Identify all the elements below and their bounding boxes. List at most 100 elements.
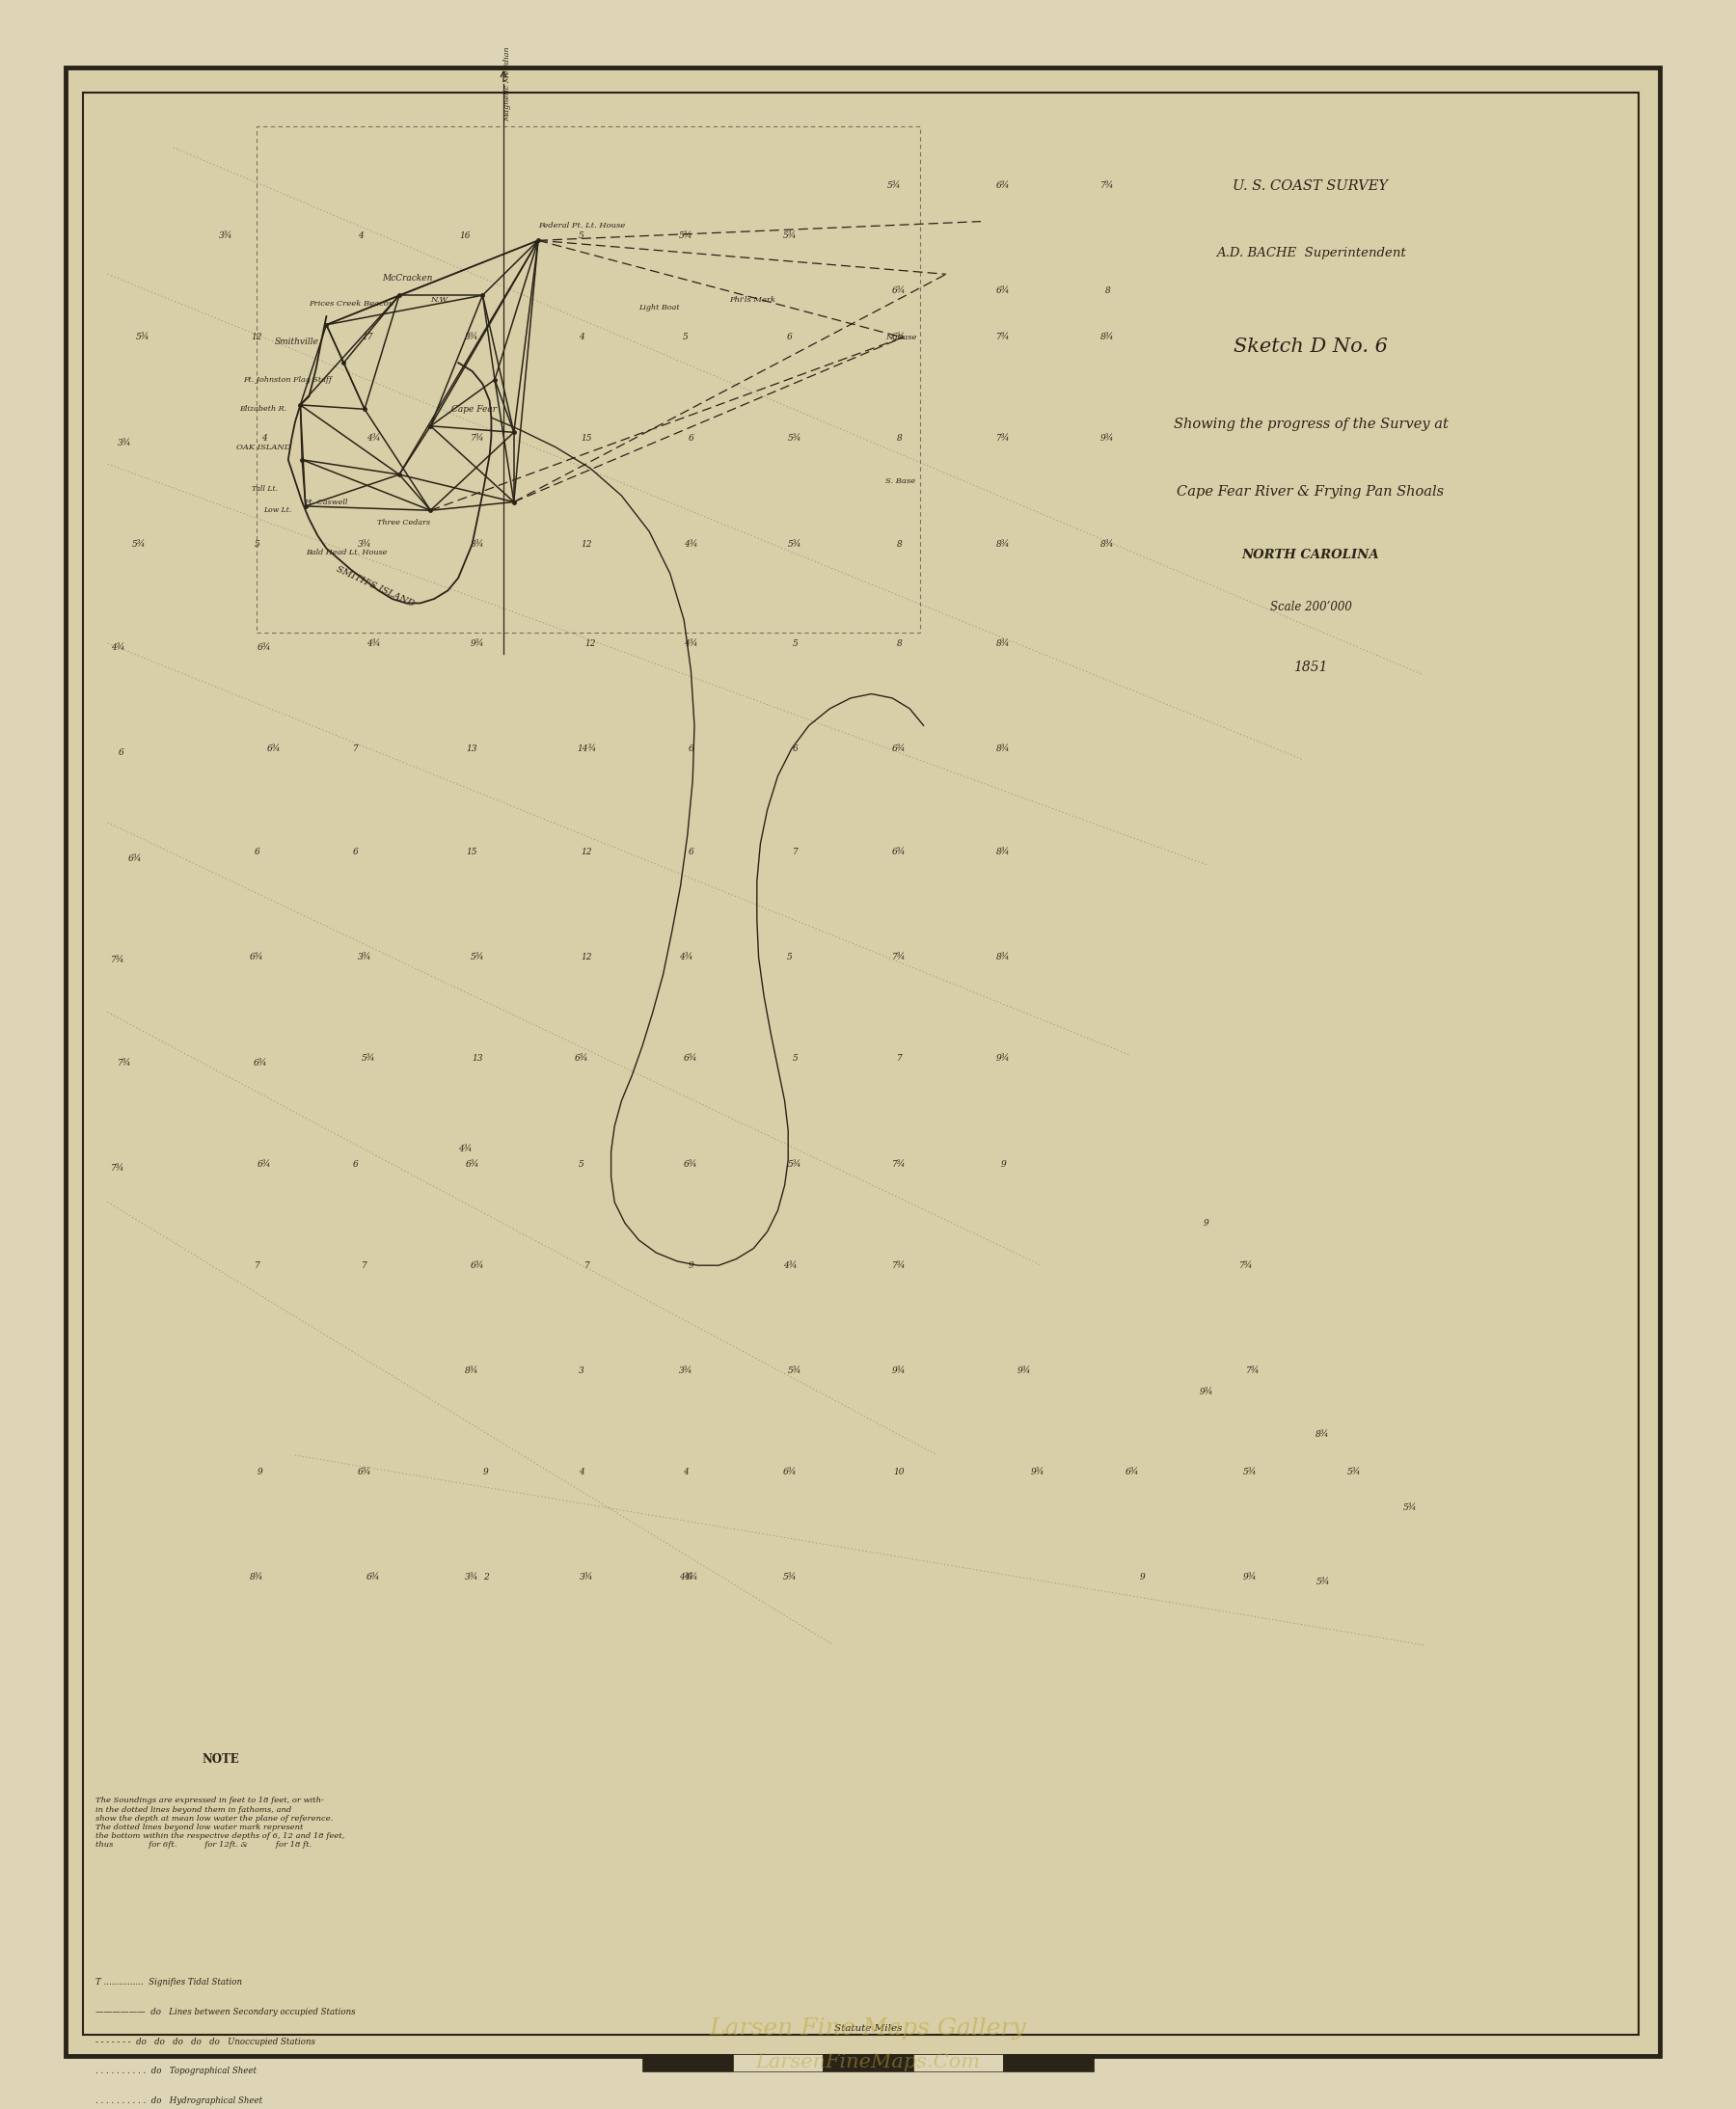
- Text: 17: 17: [363, 333, 373, 342]
- Text: 1851: 1851: [1293, 660, 1328, 673]
- Text: 8¾: 8¾: [1101, 540, 1115, 548]
- Text: 7: 7: [253, 1261, 260, 1270]
- Text: Sketch D No. 6: Sketch D No. 6: [1234, 337, 1387, 356]
- Text: 7: 7: [583, 1261, 590, 1270]
- Text: Three Cedars: Three Cedars: [377, 519, 431, 527]
- Text: 6: 6: [352, 848, 359, 856]
- Text: S. Base: S. Base: [885, 477, 915, 485]
- Text: Light Boat: Light Boat: [639, 304, 681, 312]
- Text: 4¾: 4¾: [684, 1573, 698, 1582]
- Text: 5: 5: [578, 1160, 585, 1168]
- Text: Statute Miles: Statute Miles: [833, 2025, 903, 2033]
- Text: 5¾: 5¾: [788, 1160, 802, 1168]
- Text: 6: 6: [687, 744, 694, 753]
- Text: 9: 9: [1139, 1573, 1146, 1582]
- Text: 5¾: 5¾: [361, 1054, 375, 1063]
- Text: 6¾: 6¾: [128, 854, 142, 863]
- Text: 7: 7: [352, 744, 359, 753]
- Text: 5¾: 5¾: [783, 232, 797, 240]
- Bar: [1003, 2054, 1094, 2071]
- Text: 5¾: 5¾: [783, 1573, 797, 1582]
- Text: NORTH CAROLINA: NORTH CAROLINA: [1241, 548, 1380, 561]
- Text: Federal Pt. Lt. House: Federal Pt. Lt. House: [538, 221, 625, 230]
- Text: 15: 15: [582, 434, 592, 443]
- Text: Cape Fear River & Frying Pan Shoals: Cape Fear River & Frying Pan Shoals: [1177, 485, 1444, 498]
- Text: 6¾: 6¾: [996, 287, 1010, 295]
- Text: 7¾: 7¾: [892, 953, 906, 962]
- Text: 6¾: 6¾: [783, 1468, 797, 1476]
- Text: 3¾: 3¾: [358, 953, 372, 962]
- Text: 4¾: 4¾: [458, 1145, 472, 1154]
- Text: Bald Head Lt. House: Bald Head Lt. House: [306, 548, 387, 557]
- Text: 5: 5: [578, 232, 585, 240]
- Text: 6¾: 6¾: [366, 1573, 380, 1582]
- Text: 8¾: 8¾: [250, 1573, 264, 1582]
- Text: 9¾: 9¾: [1101, 434, 1115, 443]
- Text: 6¾: 6¾: [465, 1160, 479, 1168]
- Text: 5¾: 5¾: [1403, 1504, 1417, 1512]
- Text: 5¾: 5¾: [887, 181, 901, 190]
- Text: Larsen Fine Maps Gallery: Larsen Fine Maps Gallery: [710, 2018, 1026, 2039]
- Text: 9: 9: [1203, 1219, 1210, 1227]
- Text: 4: 4: [578, 1468, 585, 1476]
- Text: 5¾: 5¾: [788, 540, 802, 548]
- Text: 3¾: 3¾: [679, 1367, 693, 1375]
- Text: 9¾: 9¾: [1243, 1573, 1257, 1582]
- Text: 5: 5: [786, 953, 793, 962]
- Text: SMITH'S ISLAND: SMITH'S ISLAND: [335, 565, 417, 607]
- Text: 12: 12: [585, 639, 595, 647]
- Text: 6¾: 6¾: [892, 848, 906, 856]
- Text: 6¾: 6¾: [267, 744, 281, 753]
- Text: 8: 8: [896, 639, 903, 647]
- Text: 4¾: 4¾: [783, 1261, 797, 1270]
- Text: 7¾: 7¾: [1101, 181, 1115, 190]
- Text: 9: 9: [257, 1468, 264, 1476]
- Bar: [83, 93, 1639, 2035]
- Text: 7¾: 7¾: [892, 1261, 906, 1270]
- Text: Showing the progress of the Survey at: Showing the progress of the Survey at: [1174, 418, 1448, 430]
- Text: T ...............  Signifies Tidal Station: T ............... Signifies Tidal Statio…: [95, 1978, 241, 1987]
- Text: 6¾: 6¾: [892, 744, 906, 753]
- Text: 6¾: 6¾: [996, 181, 1010, 190]
- Text: 6: 6: [118, 749, 125, 757]
- Text: Tall Lt.: Tall Lt.: [252, 485, 278, 494]
- Text: Smithville: Smithville: [274, 337, 319, 346]
- Text: 9¾: 9¾: [1031, 1468, 1045, 1476]
- Text: 6: 6: [352, 1160, 359, 1168]
- Text: 6: 6: [792, 744, 799, 753]
- Bar: [257, 127, 920, 633]
- Text: Phi'ls Mark: Phi'ls Mark: [729, 295, 776, 304]
- Text: 5¾: 5¾: [1243, 1468, 1257, 1476]
- Text: 3¾: 3¾: [358, 540, 372, 548]
- Text: 12: 12: [252, 333, 262, 342]
- Text: 8¾: 8¾: [996, 953, 1010, 962]
- Text: 15: 15: [467, 848, 477, 856]
- Text: 7: 7: [896, 1054, 903, 1063]
- Text: 6¾: 6¾: [684, 1054, 698, 1063]
- Text: 4: 4: [358, 232, 365, 240]
- Text: 4¾: 4¾: [684, 639, 698, 647]
- Text: 4¾: 4¾: [679, 953, 693, 962]
- Text: 7¾: 7¾: [111, 1164, 125, 1173]
- Bar: [733, 2054, 823, 2071]
- Text: 5¾: 5¾: [1316, 1578, 1330, 1586]
- Text: Magnetic Meridian: Magnetic Meridian: [503, 46, 510, 122]
- Text: 9¾: 9¾: [892, 1367, 906, 1375]
- Bar: [642, 2054, 733, 2071]
- Text: 9¾: 9¾: [470, 639, 484, 647]
- Text: 5¾: 5¾: [679, 232, 693, 240]
- Text: McCracken: McCracken: [382, 274, 432, 283]
- Text: 3¾: 3¾: [465, 333, 479, 342]
- Text: 4¾: 4¾: [111, 643, 125, 652]
- Text: Ft. Johnston Flag Staff: Ft. Johnston Flag Staff: [243, 375, 332, 384]
- Text: 6: 6: [786, 333, 793, 342]
- Text: 7¾: 7¾: [470, 434, 484, 443]
- Text: 6¾: 6¾: [257, 1160, 271, 1168]
- Text: 6¾: 6¾: [253, 1059, 267, 1067]
- Text: 4: 4: [578, 333, 585, 342]
- Text: 6¾: 6¾: [250, 953, 264, 962]
- Text: 7¾: 7¾: [1246, 1367, 1260, 1375]
- Text: 3: 3: [578, 1367, 585, 1375]
- Text: 5¾: 5¾: [135, 333, 149, 342]
- Text: NOTE: NOTE: [201, 1753, 240, 1765]
